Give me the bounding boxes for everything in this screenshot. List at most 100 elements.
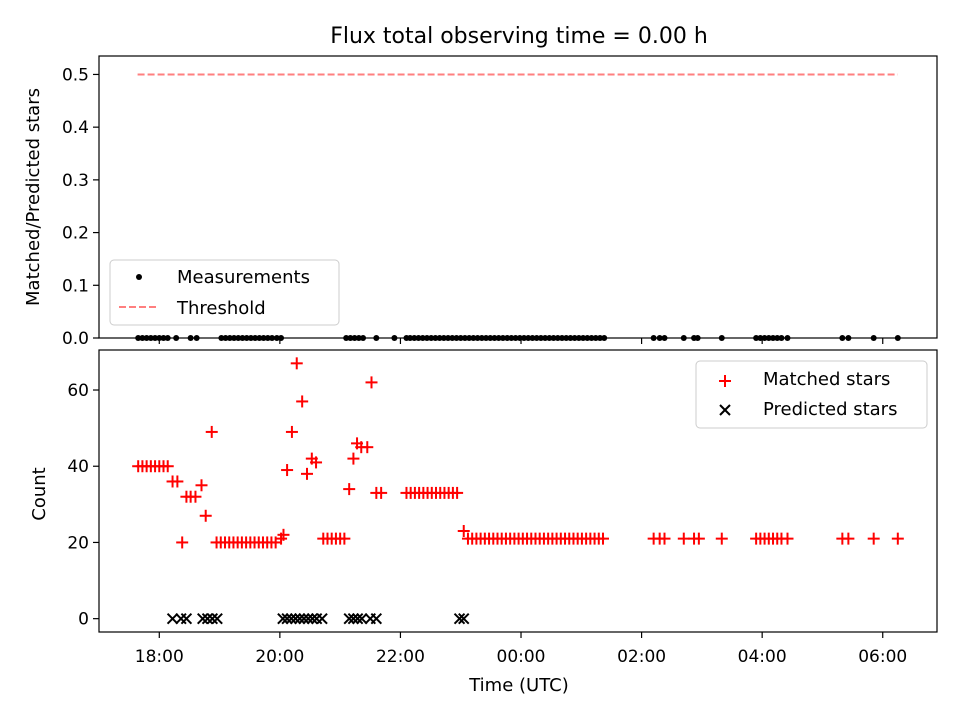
predicted-star-marker xyxy=(298,612,310,625)
matched-star-marker xyxy=(451,486,464,499)
matched-star-marker xyxy=(781,532,794,545)
matched-star-marker xyxy=(285,425,298,438)
predicted-star-marker xyxy=(281,612,293,625)
predicted-star-marker xyxy=(458,612,470,625)
predicted-star-marker xyxy=(306,612,319,625)
predicted-star-marker xyxy=(347,612,360,625)
predicted-star-marker xyxy=(285,612,298,625)
predicted-star-stroke xyxy=(277,612,289,625)
matched-star-marker xyxy=(199,509,212,522)
predicted-star-stroke xyxy=(196,612,209,625)
predicted-star-stroke xyxy=(298,612,310,625)
predicted-star-stroke xyxy=(356,612,368,625)
top-y-tick-label: 0.1 xyxy=(62,276,89,296)
matched-star-marker xyxy=(692,532,705,545)
top-y-tick-label: 0.3 xyxy=(62,171,89,191)
top-x-axis xyxy=(158,338,884,344)
predicted-star-stroke xyxy=(289,612,302,625)
top-legend-box xyxy=(109,259,340,326)
bottom-y-tick-label: 0 xyxy=(78,610,89,630)
predicted-star-marker xyxy=(201,612,214,625)
predicted-star-stroke xyxy=(201,612,214,625)
bottom-x-axis: 18:00 20:00 22:00 00:00 02:00 04:00 06:00 xyxy=(135,632,907,667)
bottom-y-axis: 0 20 40 60 xyxy=(67,381,99,630)
predicted-star-stroke xyxy=(343,612,355,625)
bottom-x-tick-label: 20:00 xyxy=(255,647,304,667)
matched-star-marker xyxy=(205,425,218,438)
matched-star-marker xyxy=(300,467,313,480)
legend-matched-marker xyxy=(719,375,731,387)
predicted-star-stroke xyxy=(180,612,193,625)
top-y-tick-label: 0.5 xyxy=(62,65,89,85)
matched-star-marker xyxy=(375,486,388,499)
matched-star-marker xyxy=(365,376,378,389)
bottom-y-axis-label: Count xyxy=(29,467,50,520)
predicted-star-stroke xyxy=(453,612,466,625)
bottom-y-tick-label: 40 xyxy=(67,457,89,477)
predicted-star-marker xyxy=(211,612,223,625)
predicted-star-marker xyxy=(294,612,306,625)
matched-star-marker xyxy=(457,525,470,538)
legend-threshold-label: Threshold xyxy=(176,298,266,319)
legend-measurements-label: Measurements xyxy=(177,267,310,288)
bottom-y-tick-label: 60 xyxy=(67,381,89,401)
predicted-star-stroke xyxy=(166,612,179,625)
top-y-axis: 0.0 0.1 0.2 0.3 0.4 0.5 xyxy=(62,65,99,349)
predicted-star-marker xyxy=(343,612,355,625)
predicted-star-stroke xyxy=(285,612,298,625)
legend-measurements-marker xyxy=(136,274,142,280)
predicted-star-marker xyxy=(370,612,383,625)
matched-star-marker xyxy=(310,456,323,469)
bottom-x-tick-label: 04:00 xyxy=(738,647,787,667)
predicted-star-stroke xyxy=(306,612,319,625)
matched-star-marker xyxy=(677,532,690,545)
matched-star-marker xyxy=(171,475,184,488)
bottom-y-tick-label: 20 xyxy=(67,533,89,553)
bottom-legend-box xyxy=(695,360,928,429)
predicted-star-marker xyxy=(302,612,314,625)
predicted-star-marker xyxy=(206,612,219,625)
predicted-star-stroke xyxy=(370,612,383,625)
top-y-tick-label: 0.4 xyxy=(62,118,89,138)
top-chart-title: Flux total observing time = 0.00 h xyxy=(330,24,708,49)
bottom-legend: Matched stars Predicted stars xyxy=(695,360,928,429)
predicted-star-stroke xyxy=(347,612,360,625)
matched-star-marker xyxy=(347,452,360,465)
matched-star-marker xyxy=(338,532,351,545)
matched-star-marker xyxy=(658,532,671,545)
matched-star-marker xyxy=(296,395,309,408)
predicted-star-marker xyxy=(180,612,193,625)
legend-predicted-label: Predicted stars xyxy=(763,399,897,420)
matched-star-marker xyxy=(176,536,189,549)
bottom-x-tick-label: 00:00 xyxy=(497,647,546,667)
top-y-axis-label: Matched/Predicted stars xyxy=(23,88,44,306)
top-legend: Measurements Threshold xyxy=(109,259,340,326)
predicted-star-marker xyxy=(453,612,466,625)
predicted-star-stroke xyxy=(316,612,328,625)
predicted-star-stroke xyxy=(206,612,219,625)
bottom-x-tick-label: 02:00 xyxy=(617,647,666,667)
bottom-x-tick-label: 22:00 xyxy=(376,647,425,667)
predicted-star-marker xyxy=(316,612,328,625)
matched-star-marker xyxy=(715,532,728,545)
matched-star-marker xyxy=(161,460,174,473)
predicted-star-stroke xyxy=(294,612,306,625)
predicted-star-marker xyxy=(277,612,289,625)
matched-star-marker xyxy=(842,532,855,545)
matched-star-marker xyxy=(277,528,290,541)
predicted-star-stroke xyxy=(211,612,223,625)
matched-star-marker xyxy=(189,490,202,503)
top-plot-frame xyxy=(98,55,938,339)
matched-star-marker xyxy=(290,357,303,370)
predicted-star-stroke xyxy=(458,612,470,625)
top-y-tick-label: 0.0 xyxy=(62,329,89,349)
predicted-star-stroke xyxy=(351,612,364,625)
matched-star-marker xyxy=(867,532,880,545)
matched-stars-layer xyxy=(132,357,904,549)
legend-predicted-marker xyxy=(719,404,731,416)
predicted-star-marker xyxy=(356,612,368,625)
predicted-star-stroke xyxy=(281,612,293,625)
predicted-star-stroke xyxy=(302,612,314,625)
matched-star-marker xyxy=(195,479,208,492)
